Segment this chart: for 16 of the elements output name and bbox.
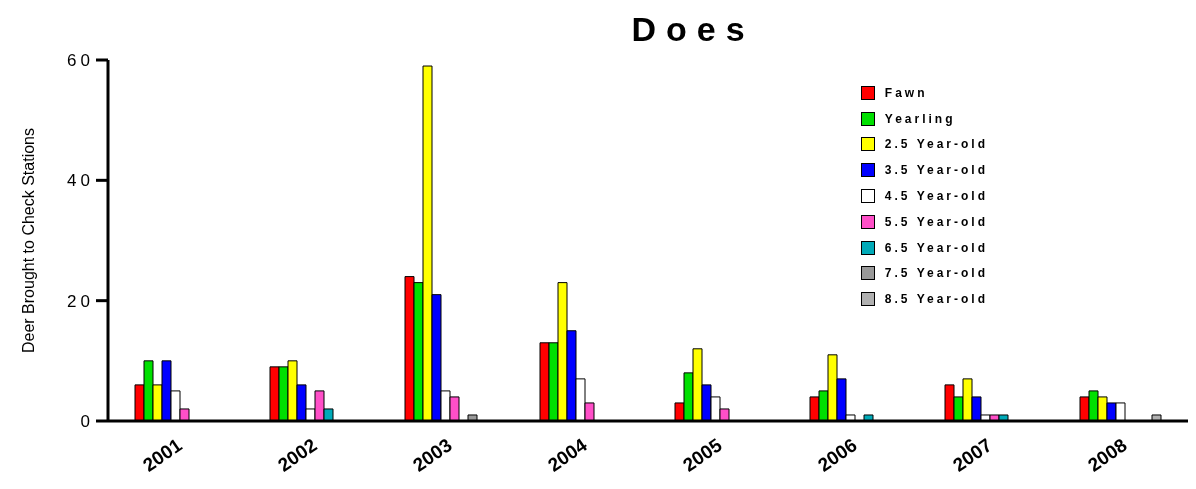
legend-label: 4.5 Year-old [884,189,988,204]
legend-label: 3.5 Year-old [884,163,988,178]
y-tick-label: 20 [67,291,94,311]
y-tick-label: 0 [80,412,94,432]
y-tick-label: 40 [67,171,94,191]
legend-label: 5.5 Year-old [884,214,988,229]
x-tick-label: 2001 [138,433,186,476]
legend-label: Fawn [884,85,928,100]
legend-label: Yearling [884,111,956,126]
legend-label: 8.5 Year-old [884,292,988,307]
legend-label: 6.5 Year-old [884,240,988,255]
legend-label: 7.5 Year-old [884,266,988,281]
y-tick-label: 60 [67,51,94,71]
y-axis-title: Deer Brought to Check Stations [19,127,37,354]
legend-label: 2.5 Year-old [884,137,988,152]
chart-title: Does [630,9,756,50]
